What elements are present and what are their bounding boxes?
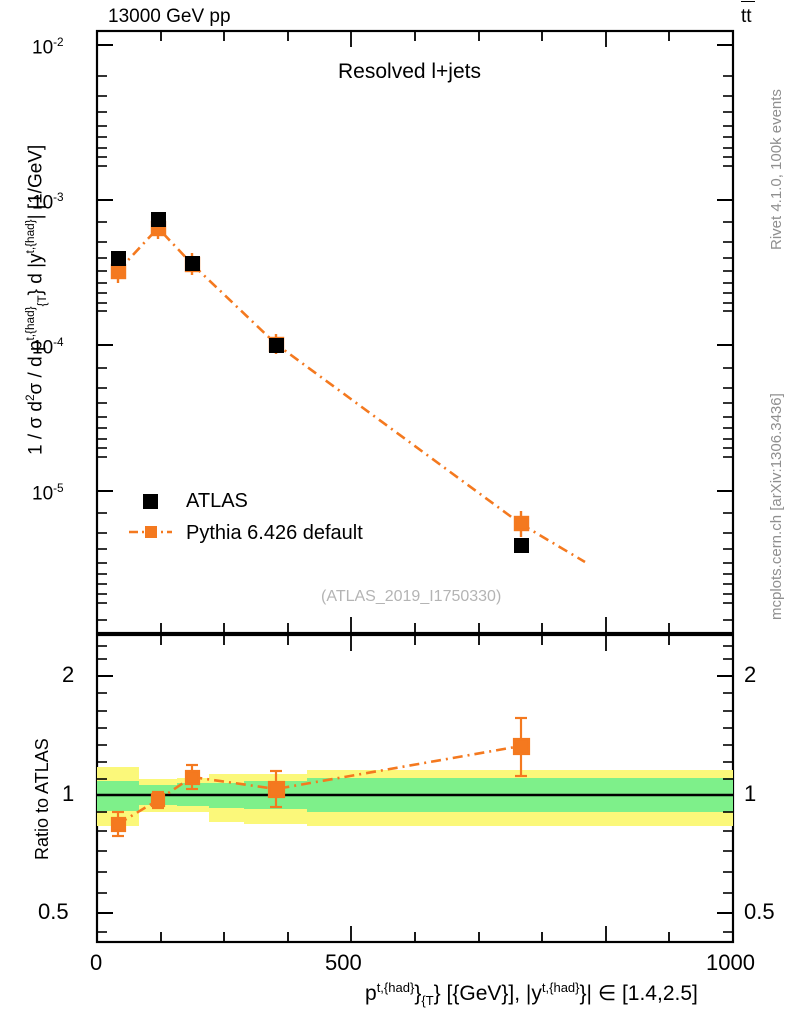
ratio-ytick-label-05-right: 0.5 xyxy=(744,899,775,924)
plot-title: Resolved l+jets xyxy=(338,60,481,83)
xlabel-seg-f: t,{had} xyxy=(541,980,580,995)
xlabel-seg-b: t,{had} xyxy=(376,980,415,995)
ratio-ytick-label-2-left: 2 xyxy=(62,662,75,687)
legend xyxy=(129,494,172,538)
main-y-major-ticks xyxy=(97,44,733,492)
ratio-ytick-label-1-right: 1 xyxy=(744,781,757,806)
ratio-ytick-label-05-left: 0.5 xyxy=(38,899,69,924)
analysis-id-label: (ATLAS_2019_I1750330) xyxy=(321,588,502,605)
ytick-label-1: 10-3 xyxy=(32,191,64,214)
ytick-exp-2: -4 xyxy=(53,336,64,349)
ytick-mantissa-2: 10 xyxy=(32,337,54,359)
ytick-exp-3: -5 xyxy=(53,482,64,495)
xtick-label-500: 500 xyxy=(325,950,362,975)
ytick-exp-1: -3 xyxy=(53,191,64,204)
legend-marker-atlas xyxy=(143,494,158,509)
ytick-label-2: 10-4 xyxy=(32,336,64,359)
ytick-mantissa-3: 10 xyxy=(32,483,54,505)
xlabel-seg-c: } xyxy=(414,982,422,1005)
ytick-mantissa-1: 10 xyxy=(32,192,54,214)
main-y-minor-ticks xyxy=(97,75,733,621)
xlabel-seg-a: p xyxy=(365,982,377,1005)
ytick-exp-0: -2 xyxy=(53,36,64,49)
main-x-ticks xyxy=(96,31,734,633)
xlabel-seg-d: {T xyxy=(421,993,434,1009)
ratio-ytick-label-2-right: 2 xyxy=(744,662,757,687)
ytick-label-3: 10-5 xyxy=(32,482,64,505)
xtick-label-0: 0 xyxy=(90,950,103,975)
xtick-label-1000: 1000 xyxy=(706,950,755,975)
mc-points-ratio xyxy=(110,716,531,838)
ratio-ytick-label-1-left: 1 xyxy=(62,781,75,806)
beam-energy-label: 13000 GeV pp xyxy=(108,6,231,27)
legend-label-pythia[interactable]: Pythia 6.426 default xyxy=(186,522,363,544)
ratio-y-major-ticks xyxy=(97,675,733,914)
xaxis-label: pt,{had}}{T} [{GeV}], |yt,{had}}| ∈ [1.4… xyxy=(365,980,698,1008)
ytick-label-0: 10-2 xyxy=(32,36,64,59)
legend-marker-pythia xyxy=(145,526,157,538)
xlabel-seg-e: } [{GeV}], |y xyxy=(433,982,542,1005)
xlabel-seg-g: }| ∈ [1.4,2.5] xyxy=(579,982,698,1005)
legend-label-atlas[interactable]: ATLAS xyxy=(186,490,248,512)
ytick-mantissa-0: 10 xyxy=(32,37,54,59)
atlas-points-main xyxy=(111,212,529,553)
ratio-x-ticks xyxy=(96,635,734,942)
ratio-ylabel: Ratio to ATLAS xyxy=(32,738,52,860)
mc-curve-ratio xyxy=(117,744,522,826)
ratio-y-minor-ticks xyxy=(97,645,733,933)
